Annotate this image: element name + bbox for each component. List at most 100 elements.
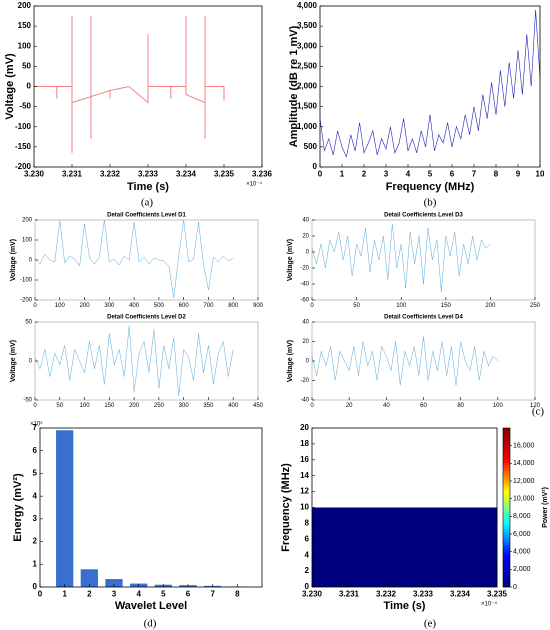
x-tick-label: 5 <box>428 169 433 178</box>
x-tick-label: 0 <box>33 403 37 409</box>
y-tick-label: 3,000 <box>297 41 318 50</box>
bar <box>105 579 123 587</box>
y-tick-label: 6 <box>305 534 310 543</box>
chart-title: Detail Coefficients Level D4 <box>384 315 463 321</box>
line <box>311 336 499 386</box>
colorbar-step <box>503 502 510 506</box>
x-tick-label: 40 <box>383 403 390 409</box>
x-tick-label: 0 <box>33 303 37 309</box>
y-tick-label: -40 <box>300 282 309 288</box>
x-tick-label: 50 <box>353 303 360 309</box>
colorbar-step <box>503 536 510 540</box>
y-tick-label: 16 <box>300 455 309 464</box>
plot-frame <box>39 427 263 588</box>
colorbar-label: 14,000 <box>513 460 535 467</box>
colorbar-label: 10,000 <box>513 496 535 503</box>
colorbar-step <box>503 467 510 471</box>
x-tick-label: 6 <box>450 169 455 178</box>
y-tick-label: 20 <box>302 234 309 240</box>
y-tick-label: -20 <box>300 378 309 384</box>
x-tick-label: 6 <box>186 589 191 598</box>
line <box>34 16 225 153</box>
y-axis-label: Voltage (mV) <box>10 340 17 382</box>
y-axis-label: Voltage (mV) <box>287 239 294 281</box>
y-tick-label: 50 <box>22 61 31 70</box>
plot-frame <box>311 219 536 301</box>
x-tick-label: 3.234 <box>450 589 471 598</box>
panel-label: (c) <box>532 406 545 418</box>
colorbar-label: 0 <box>513 584 517 591</box>
y-tick-label: 0 <box>313 162 318 171</box>
y-tick-label: 0 <box>27 82 32 91</box>
x-tick-label: 4 <box>406 169 411 178</box>
colorbar-label: 12,000 <box>513 478 535 485</box>
x-tick-label: 3.230 <box>24 169 45 178</box>
x-tick-label: 1 <box>62 589 67 598</box>
x-axis-label: Time (s) <box>384 600 426 612</box>
plot-frame <box>311 321 536 401</box>
colorbar-step <box>503 430 510 434</box>
y-tick-label: 50 <box>25 320 32 326</box>
y-tick-label: 20 <box>300 423 309 432</box>
colorbar-step <box>503 470 510 474</box>
colorbar-step <box>503 581 510 585</box>
y-tick-label: 14 <box>300 471 309 480</box>
y-axis-label: Energy (mV²) <box>12 473 24 542</box>
colorbar-step <box>503 555 510 559</box>
x-tick-label: 400 <box>228 403 239 409</box>
x-tick-label: 0 <box>318 169 323 178</box>
y-tick-label: 7 <box>33 423 38 432</box>
colorbar-step <box>503 465 510 469</box>
y-tick-label: 0 <box>29 258 33 264</box>
y-tick-label: -60 <box>300 298 309 304</box>
y-tick-label: 10 <box>300 503 309 512</box>
x-tick-label: 0 <box>310 303 314 309</box>
colorbar-step <box>503 518 510 522</box>
x-tick-label: 200 <box>129 403 140 409</box>
x-tick-label: 3.232 <box>376 589 397 598</box>
colorbar-step <box>503 571 510 575</box>
y-tick-label: 5 <box>33 469 38 478</box>
x-axis-label: Wavelet Level <box>115 600 187 612</box>
y-tick-label: 0 <box>33 582 38 591</box>
x-tick-label: 200 <box>80 303 91 309</box>
colorbar-step <box>503 560 510 564</box>
line <box>34 325 234 397</box>
y-tick-label: 1 <box>33 559 38 568</box>
y-tick-label: 150 <box>18 21 32 30</box>
x-tick-label: 350 <box>203 403 214 409</box>
colorbar-step <box>503 454 510 458</box>
x-tick-label: 3.236 <box>252 169 273 178</box>
colorbar-step <box>503 449 510 453</box>
x-tick-label: 3.233 <box>138 169 159 178</box>
x-tick-label: 450 <box>253 403 264 409</box>
colorbar-step <box>503 563 510 567</box>
x-tick-label: 700 <box>203 303 214 309</box>
colorbar-label: 2,000 <box>513 566 531 573</box>
colorbar-frame <box>502 427 511 588</box>
x-tick-label: 20 <box>346 403 353 409</box>
colorbar-step <box>503 507 510 511</box>
colorbar-step <box>503 531 510 535</box>
colorbar-step <box>503 494 510 498</box>
x-tick-label: 3.231 <box>62 169 83 178</box>
colorbar-step <box>503 526 510 529</box>
y-axis-label: Frequency (MHz) <box>280 463 292 552</box>
y-axis-label: Voltage (mV) <box>287 340 294 382</box>
y-tick-label: -20 <box>300 266 309 272</box>
x-tick-label: 3.231 <box>339 589 360 598</box>
y-tick-label: 2,000 <box>297 82 318 91</box>
y-tick-label: 500 <box>304 142 318 151</box>
x-tick-label: 9 <box>516 169 521 178</box>
x-tick-label: 150 <box>104 403 115 409</box>
colorbar-step <box>503 515 510 519</box>
colorbar-step <box>503 438 510 442</box>
y-tick-label: -200 <box>20 298 33 304</box>
y-tick-label: 100 <box>18 41 32 50</box>
y-tick-label: 8 <box>305 519 310 528</box>
x-tick-label: 400 <box>129 303 140 309</box>
x-tick-label: 0 <box>310 403 314 409</box>
x-tick-label: 3.230 <box>302 589 323 598</box>
x-tick-label: 3.232 <box>100 169 121 178</box>
colorbar-step <box>503 565 510 569</box>
